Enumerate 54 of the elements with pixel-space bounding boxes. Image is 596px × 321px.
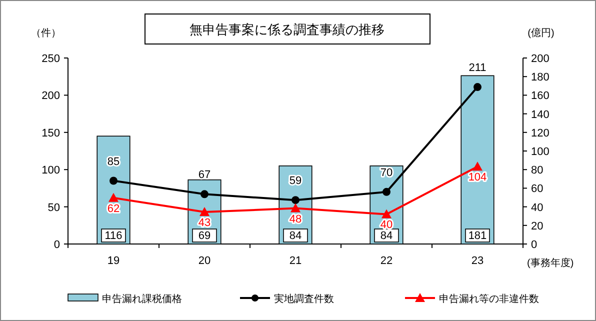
- y-tick-label: 100: [42, 164, 60, 177]
- point: [382, 188, 390, 196]
- y-tick-label: 150: [42, 127, 60, 140]
- x-tick-label: 21: [289, 255, 302, 267]
- y2-axis-title: (億円): [528, 27, 554, 39]
- x-tick-label: 22: [380, 255, 393, 267]
- chart-title: 無申告事案に係る調査事績の推移: [190, 22, 384, 37]
- y2-tick-label: 0: [531, 239, 538, 251]
- point: [474, 83, 482, 92]
- data-label: 211: [468, 62, 486, 74]
- data-label: 62: [107, 202, 120, 215]
- data-label: 40: [380, 219, 393, 232]
- y2-tick-label: 100: [531, 146, 550, 158]
- point: [110, 176, 118, 185]
- point: [108, 192, 118, 202]
- y2-tick-label: 160: [531, 90, 550, 102]
- data-label: 70: [380, 166, 393, 179]
- y2-tick-label: 140: [531, 108, 550, 121]
- data-label: 48: [289, 213, 302, 226]
- point: [200, 207, 210, 216]
- y2-tick-label: 40: [531, 202, 544, 214]
- y2-tick-label: 120: [531, 127, 550, 140]
- y-tick-label: 50: [48, 202, 60, 214]
- y-tick-label: 0: [54, 239, 60, 251]
- y2-tick-label: 180: [531, 72, 550, 84]
- point: [382, 209, 392, 218]
- y-tick-label: 250: [42, 53, 60, 65]
- legend-label: 申告漏れ課税価格: [102, 293, 182, 305]
- y2-tick-label: 80: [531, 164, 544, 177]
- point: [290, 203, 300, 212]
- y-axis-title: （件）: [31, 28, 61, 39]
- data-label: 84: [289, 230, 302, 242]
- y-tick-label: 200: [42, 90, 60, 102]
- legend-label: 申告漏れ等の非違件数: [439, 293, 539, 305]
- data-label: 85: [107, 156, 120, 168]
- y2-tick-label: 20: [531, 220, 544, 232]
- y2-tick-label: 60: [531, 183, 544, 196]
- x-tick-label: 23: [471, 255, 484, 267]
- data-label: 104: [468, 172, 487, 184]
- point: [292, 196, 300, 204]
- data-label: 43: [198, 217, 211, 230]
- point: [472, 162, 482, 171]
- x-axis-title: (事務年度): [527, 257, 574, 269]
- x-tick-label: 19: [107, 255, 120, 267]
- data-label: 116: [104, 230, 122, 242]
- data-label: 69: [198, 230, 211, 242]
- data-label: 84: [380, 230, 393, 242]
- data-label: 59: [289, 175, 302, 188]
- x-tick-label: 20: [198, 255, 211, 267]
- point: [200, 190, 208, 198]
- data-label: 181: [468, 230, 487, 242]
- y2-tick-label: 200: [531, 53, 550, 65]
- data-label: 67: [198, 169, 211, 182]
- legend-label: 実地調査件数: [274, 293, 334, 305]
